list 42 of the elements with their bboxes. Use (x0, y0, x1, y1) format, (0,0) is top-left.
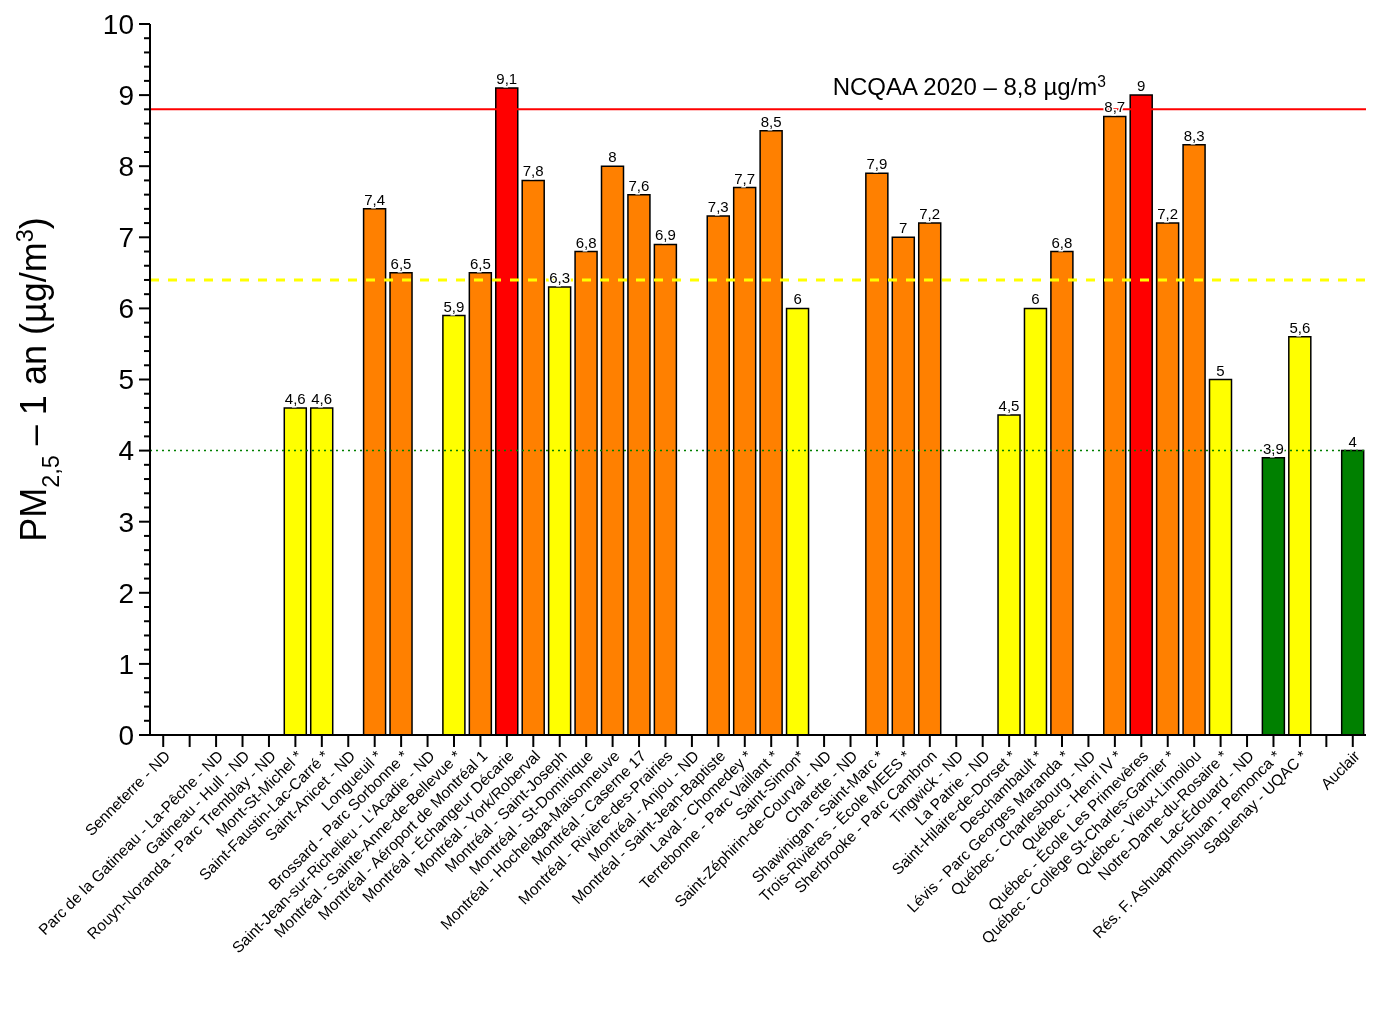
data-label: 7,3 (707, 197, 729, 215)
data-label: 5,6 (1289, 318, 1311, 336)
y-tick-label: 5 (118, 364, 134, 396)
data-label: 7,4 (364, 190, 386, 208)
y-tick-label: 0 (118, 719, 134, 751)
data-label: 8 (608, 148, 617, 166)
data-label: 7,2 (919, 205, 941, 223)
data-label: 4,6 (311, 389, 333, 407)
y-tick-label: 3 (118, 506, 134, 538)
y-tick-label: 2 (118, 577, 134, 609)
data-label: 6,3 (549, 269, 571, 287)
data-label: 6 (1031, 290, 1040, 308)
data-label: 8,5 (760, 112, 782, 130)
data-label: 6,5 (390, 254, 412, 272)
y-tick-label: 7 (118, 222, 134, 254)
ref-line-label: NCQAA 2020 – 8,8 µg/m$^{3}$ (832, 72, 1106, 101)
y-tick-label: 4 (118, 435, 134, 467)
data-label: 6,8 (575, 233, 597, 251)
data-label: 4,6 (284, 389, 306, 407)
data-label: 5,9 (443, 297, 465, 315)
y-tick-label: 6 (118, 293, 134, 325)
data-label: 4 (1348, 432, 1357, 450)
data-label: 7,2 (1157, 205, 1179, 223)
y-tick-label: 1 (118, 648, 134, 680)
data-label: 9,1 (496, 69, 518, 87)
data-label: 7 (899, 219, 908, 237)
data-label: 7,8 (522, 162, 544, 180)
data-label: 6,5 (469, 254, 491, 272)
data-label: 7,9 (866, 155, 888, 173)
y-tick-label: 8 (118, 151, 134, 182)
data-label: 7,7 (734, 169, 756, 187)
data-label: 8,3 (1183, 126, 1205, 144)
y-tick-label: 9 (118, 79, 134, 111)
data-label: 9 (1137, 77, 1146, 95)
y-tick-label: 10 (102, 8, 134, 40)
data-label: 6,9 (654, 226, 676, 244)
data-label: 5 (1216, 361, 1225, 379)
data-label: 6 (793, 290, 802, 308)
data-label: 7,6 (628, 176, 650, 194)
data-label: 6,8 (1051, 233, 1073, 251)
data-label: 4,5 (998, 397, 1020, 415)
data-label: 3,9 (1262, 439, 1284, 457)
